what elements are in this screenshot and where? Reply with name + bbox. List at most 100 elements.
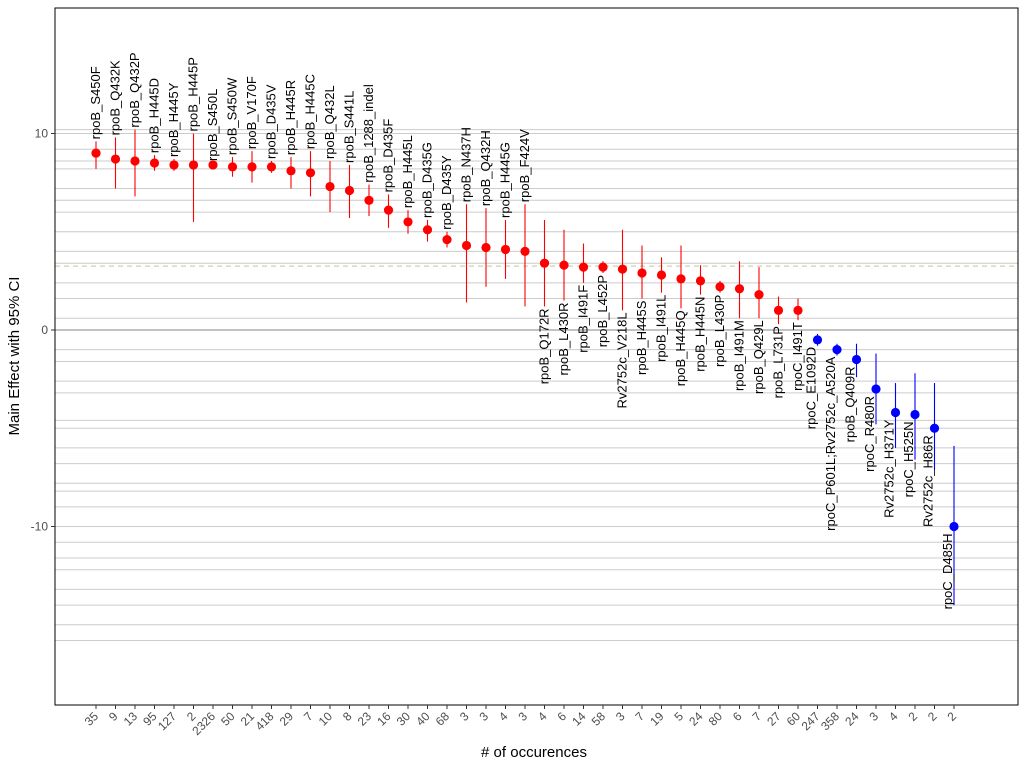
data-point <box>305 168 316 178</box>
point-label: rpoB_S450W <box>225 77 240 155</box>
data-point <box>559 260 569 270</box>
point-label: Rv2752c_H371Y <box>882 419 897 518</box>
point-label: rpoB_L452P <box>595 275 610 347</box>
data-point <box>617 264 628 274</box>
point-label: rpoB_F424V <box>517 129 532 202</box>
point-label: rpoB_H445P <box>186 57 201 131</box>
data-point <box>247 162 257 172</box>
point-label: rpoB_Q409R <box>843 366 858 442</box>
data-point <box>773 305 784 315</box>
data-point <box>929 423 940 433</box>
data-point <box>325 181 335 192</box>
point-label: rpoC_D485H <box>940 534 955 610</box>
point-label: rpoC_I491T <box>790 322 805 391</box>
point-label: rpoB_D435Y <box>439 155 454 230</box>
point-label: rpoC_H525N <box>901 421 916 497</box>
data-point <box>481 242 491 253</box>
gridlines <box>55 129 1018 641</box>
point-label: rpoB_H445C <box>303 74 318 149</box>
point-label: rpoB_D435V <box>264 84 279 159</box>
point-label: rpoB_Q432L <box>322 85 337 159</box>
point-label: rpoB_V170F <box>244 76 259 149</box>
y-tick-label: 0 <box>41 323 48 337</box>
point-label: rpoB_H445N <box>693 297 708 372</box>
data-point <box>871 384 881 394</box>
data-point <box>812 335 823 345</box>
point-label: rpoB_Q432P <box>127 52 142 127</box>
axes <box>54 7 1019 706</box>
point-label: rpoB_D435G <box>420 142 435 218</box>
point-label: rpoC_P601L;Rv2752c_A520A <box>823 356 838 531</box>
y-tick-label: 10 <box>35 127 49 141</box>
data-point <box>539 258 550 268</box>
point-label: rpoB_L430P <box>712 295 727 367</box>
point-label: rpoB_I491M <box>732 320 747 391</box>
point-label: rpoB_H445L <box>400 135 415 208</box>
point-label: Rv2752c_H86R <box>921 435 936 527</box>
plot-panel-border <box>54 7 1019 706</box>
data-point <box>734 284 745 294</box>
data-point <box>793 305 803 315</box>
data-point <box>520 246 530 256</box>
point-label: rpoB_S450F <box>88 66 103 139</box>
data-point <box>169 160 179 170</box>
data-point <box>851 354 862 365</box>
point-label: rpoB_H445D <box>147 78 162 153</box>
data-point <box>344 185 355 196</box>
point-label: rpoB_L430R <box>556 303 571 376</box>
point-label: rpoC_E1092D <box>804 347 819 429</box>
point-label: rpoB_D435F <box>381 119 396 193</box>
point-label: rpoB_H445Q <box>673 310 688 386</box>
data-point <box>149 158 160 168</box>
point-label: rpoB_Q432H <box>478 130 493 206</box>
data-point <box>383 205 394 215</box>
point-label: rpoB_S450L <box>205 89 220 161</box>
data-point <box>91 148 101 158</box>
data-point <box>422 225 433 235</box>
point-label: rpoB_H445S <box>634 300 649 375</box>
point-label: rpoB_N437H <box>459 127 474 202</box>
point-label: rpoB_I491L <box>654 295 669 362</box>
point-labels: rpoB_S450F rpoB_Q432K rpoB_Q432P rpoB_H445D… <box>88 52 955 609</box>
point-label: rpoC_R480R <box>862 396 877 472</box>
data-point <box>695 276 706 286</box>
point-label: rpoB_H445Y <box>166 82 181 157</box>
point-label: rpoB_1288_indel <box>361 84 376 182</box>
data-point <box>442 235 452 245</box>
data-point <box>364 195 374 205</box>
data-point <box>656 270 667 280</box>
data-point <box>578 262 589 272</box>
y-tick-label: -10 <box>31 520 49 534</box>
y-axis-ticks: -10 0 10 <box>31 127 55 534</box>
data-point <box>188 160 199 170</box>
data-point <box>227 162 238 172</box>
point-label: rpoB_Q432K <box>108 60 123 135</box>
point-label: rpoB_H445G <box>498 142 513 218</box>
point-label: rpoB_I491F <box>576 285 591 353</box>
data-point <box>461 240 472 251</box>
points <box>91 148 959 532</box>
data-point <box>754 290 764 300</box>
data-point <box>637 268 647 278</box>
point-label: rpoB_H445R <box>283 80 298 155</box>
data-point <box>500 244 511 255</box>
data-point <box>949 521 959 532</box>
data-point <box>286 166 296 176</box>
data-point <box>266 162 277 172</box>
data-point <box>676 274 686 284</box>
data-point <box>403 217 413 227</box>
data-point <box>832 345 842 355</box>
data-point <box>598 262 608 272</box>
point-label: rpoB_Q429L <box>751 320 766 394</box>
data-point <box>110 154 121 164</box>
data-point <box>890 407 901 418</box>
point-label: rpoB_L731P <box>771 326 786 398</box>
point-label: rpoB_Q172R <box>537 308 552 384</box>
data-point <box>910 409 920 420</box>
x-axis-title: # of occurences <box>481 744 587 761</box>
data-point <box>130 156 140 166</box>
data-point <box>208 160 218 170</box>
y-axis-title: Main Effect with 95% CI <box>6 277 23 436</box>
data-point <box>715 282 725 292</box>
